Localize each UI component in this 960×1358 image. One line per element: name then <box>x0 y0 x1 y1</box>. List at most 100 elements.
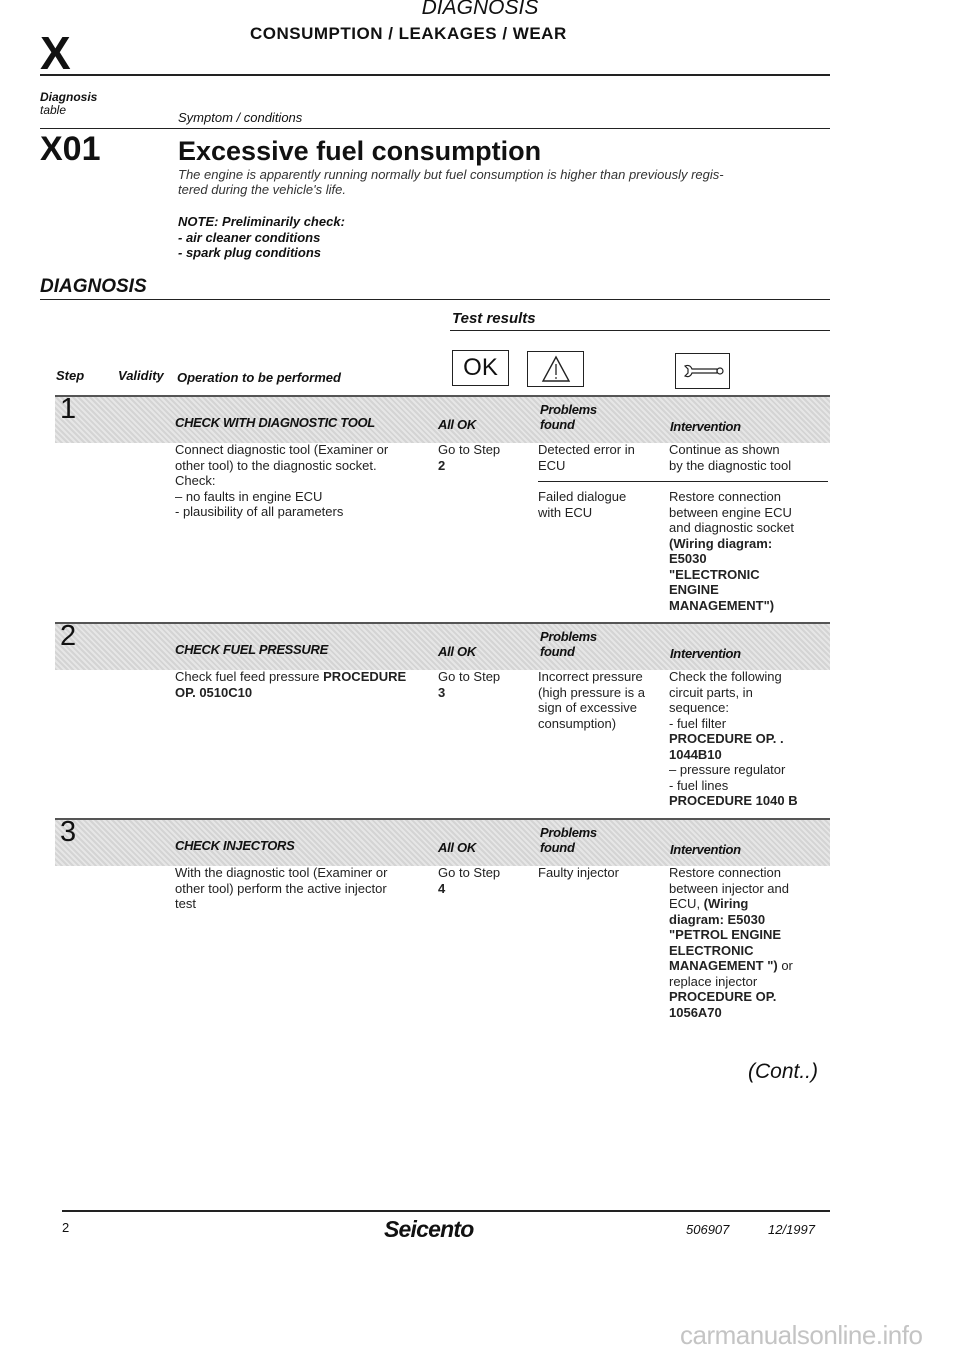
text-line: PROCEDURE OP. . <box>669 731 798 747</box>
diagnosis-heading: DIAGNOSIS <box>40 276 147 297</box>
bold-text: PROCEDURE 1040 B <box>669 793 798 808</box>
problems-found-line1: Problems <box>540 825 597 840</box>
symptom-title: Excessive fuel consumption <box>178 136 542 166</box>
text-line: E5030 <box>669 551 794 567</box>
text: Go to Step <box>438 865 501 880</box>
symptom-divider <box>40 128 830 129</box>
text: other tool) perform the active injector <box>175 880 387 896</box>
text-line: – pressure regulator <box>669 762 798 778</box>
col-validity: Validity <box>118 368 164 383</box>
operation-text: Check fuel feed pressure PROCEDURE OP. 05… <box>175 669 406 700</box>
problems-found-line2: found <box>540 417 575 432</box>
brand-logo: Seicento <box>384 1216 474 1242</box>
text-line: Restore connection <box>669 489 794 505</box>
step-title: CHECK FUEL PRESSURE <box>175 642 328 657</box>
text-line: consumption) <box>538 716 645 732</box>
text: (high pressure is a <box>538 684 645 700</box>
text: ECU, <box>669 896 704 911</box>
text-line: and diagnostic socket <box>669 520 794 536</box>
text-line: sign of excessive <box>538 700 645 716</box>
text: - fuel lines <box>669 777 729 793</box>
text-line: ELECTRONIC <box>669 943 793 959</box>
text-line: MANAGEMENT") <box>669 598 794 614</box>
text-line: (high pressure is a <box>538 685 645 701</box>
chapter-letter: X <box>40 27 71 79</box>
test-results-divider <box>450 330 830 331</box>
problem-text: Incorrect pressure (high pressure is a sig… <box>538 669 645 731</box>
text: - fuel filter <box>669 715 727 731</box>
text: – pressure regulator <box>669 762 786 777</box>
text-line: between injector and <box>669 881 793 897</box>
intervention-text: Check the following circuit parts, in sequ… <box>669 669 798 809</box>
operation-text: With the diagnostic tool (Examiner or oth… <box>175 865 387 912</box>
text-line: Go to Step <box>438 442 500 458</box>
text-line: Check fuel feed pressure PROCEDURE <box>175 669 406 685</box>
bold-text: (Wiring <box>703 896 749 911</box>
doc-code: 506907 <box>686 1222 730 1237</box>
text: and diagnostic socket <box>669 520 795 535</box>
text-line: Check the following <box>669 669 798 685</box>
header-divider <box>40 74 830 76</box>
text: Go to Step <box>438 442 501 457</box>
text-line: - fuel filter <box>669 716 798 732</box>
page-subtitle: CONSUMPTION / LEAKAGES / WEAR <box>250 24 567 43</box>
diagnosis-table-line2: table <box>40 103 67 117</box>
step-title: CHECK WITH DIAGNOSTIC TOOL <box>175 415 375 430</box>
text: Failed dialogue <box>538 489 627 504</box>
text-line: test <box>175 896 387 912</box>
bold-text: 1044B10 <box>669 746 722 762</box>
step-header-band <box>55 818 830 866</box>
text-line: ENGINE <box>669 582 794 598</box>
problems-found-line1: Problems <box>540 629 597 644</box>
text-line: by the diagnostic tool <box>669 458 791 474</box>
bold-text: PROCEDURE OP. <box>669 989 777 1004</box>
bold-text: E5030 <box>669 551 707 566</box>
symptom-description: The engine is apparently running normall… <box>178 167 724 197</box>
text: Faulty injector <box>538 865 619 880</box>
text-line: replace injector <box>669 974 793 990</box>
text-line: 3 <box>438 685 500 701</box>
col-step: Step <box>56 368 85 383</box>
problem-text: Failed dialogue with ECU <box>538 489 626 520</box>
all-ok-label: All OK <box>438 644 476 659</box>
text-line: "ELECTRONIC <box>669 567 794 583</box>
bold-text: 1056A70 <box>669 1004 722 1020</box>
text: Go to Step <box>438 669 501 684</box>
text-line: PROCEDURE OP. <box>669 989 793 1005</box>
watermark: carmanualsonline.info <box>680 1320 923 1350</box>
text: With the diagnostic tool (Examiner or <box>175 865 388 880</box>
bold-text: (Wiring diagram: <box>669 535 773 551</box>
continued-label: (Cont..) <box>748 1060 819 1083</box>
symptom-label: Symptom / conditions <box>178 110 303 125</box>
problems-found-line2: found <box>540 644 575 659</box>
doc-date: 12/1997 <box>768 1222 815 1237</box>
ok-result: Go to Step 3 <box>438 669 500 700</box>
text-line: diagram: E5030 <box>669 912 793 928</box>
text-line: PROCEDURE 1040 B <box>669 793 798 809</box>
intervention-text: Restore connection between engine ECU and … <box>669 489 794 613</box>
footer-divider <box>62 1210 830 1212</box>
note-item: - spark plug conditions <box>178 245 322 260</box>
text-line: - fuel lines <box>669 778 798 794</box>
diagnosis-table-line1: Diagnosis <box>40 90 98 104</box>
text-line: other tool) perform the active injector <box>175 881 387 897</box>
text: consumption) <box>538 715 617 731</box>
all-ok-label: All OK <box>438 840 476 855</box>
text: between engine ECU <box>669 504 792 520</box>
text-line: 2 <box>438 458 500 474</box>
bold-text: "PETROL ENGINE <box>669 927 782 942</box>
bold-text: MANAGEMENT") <box>669 597 775 613</box>
text: replace injector <box>669 973 758 989</box>
text: Incorrect pressure <box>538 669 643 684</box>
all-ok-label: All OK <box>438 417 476 432</box>
bold-text: PROCEDURE OP. . <box>669 731 784 746</box>
intervention-text: Continue as shown by the diagnostic tool <box>669 442 791 473</box>
text-line: With the diagnostic tool (Examiner or <box>175 865 387 881</box>
intervention-text: Restore connection between injector and EC… <box>669 865 793 1020</box>
test-results-label: Test results <box>452 310 536 327</box>
problems-found-line1: Problems <box>540 402 597 417</box>
section-title: DIAGNOSIS <box>421 0 539 19</box>
text-line: MANAGEMENT ") or <box>669 958 793 974</box>
diagnosis-divider <box>40 299 830 300</box>
text: by the diagnostic tool <box>669 457 792 473</box>
